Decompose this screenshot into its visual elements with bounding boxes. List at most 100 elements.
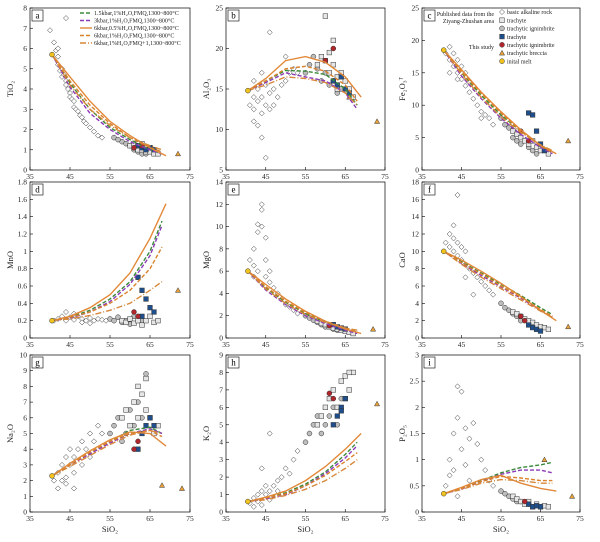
x-axis-label: SiO₂ (297, 524, 313, 534)
study-trachyte-point (139, 287, 145, 293)
x-tick-label: 55 (302, 340, 310, 349)
x-tick-label: 65 (342, 340, 350, 349)
model-curve-1 (51, 220, 163, 322)
basic-alkaline-point (470, 291, 477, 298)
y-tick-label: 4 (23, 445, 27, 454)
y-tick-label: 3 (23, 460, 27, 469)
basic-alkaline-point (454, 414, 461, 421)
basic-alkaline-point (478, 108, 485, 115)
y-tick-label: 2 (415, 316, 419, 325)
panel-letter: f (428, 185, 431, 195)
basic-alkaline-point (450, 235, 457, 242)
model-curve-5 (51, 54, 163, 151)
legend-label-4: 6kbar,1%H₂O,FMQ,1300~800°C (94, 33, 174, 40)
basic-alkaline-point (258, 206, 265, 213)
model-curve-4 (51, 429, 163, 477)
study-trachyte-point (151, 309, 157, 315)
panel-letter: i (428, 358, 431, 368)
published-trachyte-point (143, 375, 149, 382)
y-tick-label: 1 (219, 490, 223, 499)
basic-alkaline-point (63, 15, 69, 22)
basic-alkaline-point (454, 493, 461, 500)
basic-alkaline-point (262, 234, 269, 241)
published-trachyte-point (514, 311, 520, 317)
breccia-point (178, 485, 186, 491)
basic-alkaline-point (246, 257, 253, 263)
x-tick-label: 55 (106, 514, 114, 523)
study-trachyte-point (330, 422, 336, 428)
basic-alkaline-point (474, 274, 481, 281)
published-trachyte-point (139, 391, 145, 397)
basic-alkaline-point (274, 477, 281, 484)
y-tick-label: 1.2 (18, 230, 28, 239)
y-tick-label: 6 (23, 44, 27, 53)
model-curve-3 (443, 474, 557, 495)
model-curve-1 (247, 441, 358, 503)
model-curve-4 (247, 270, 358, 332)
breccia-point (370, 325, 377, 332)
model-curve-1 (443, 250, 553, 316)
basic-alkaline-point (274, 94, 281, 101)
legend-symbol-1 (499, 9, 505, 15)
y-tick-label: 6 (23, 413, 27, 422)
y-tick-label: 1.5 (410, 429, 420, 438)
y-tick-label: 0.6 (18, 282, 28, 291)
published-trachyte-point (322, 13, 328, 19)
x-tick-label: 65 (146, 340, 154, 349)
panel-letter: g (35, 358, 40, 368)
legend-label-5: 6kbar,1%H₂O,FMQ+1,1300~800°C (94, 40, 181, 47)
basic-alkaline-point (262, 482, 269, 489)
basic-alkaline-point (254, 98, 261, 105)
basic-alkaline-point (83, 446, 89, 453)
published-trachyte-point (135, 383, 141, 389)
published-trachyte-point (127, 316, 133, 322)
x-tick-label: 35 (26, 514, 34, 523)
study-ignimbrite-point (135, 313, 141, 320)
panel-letter: a (36, 11, 40, 21)
y-tick-label: 0 (415, 508, 419, 517)
study-trachyte-point (338, 408, 344, 414)
basic-alkaline-point (71, 98, 77, 105)
x-tick-label: 35 (222, 340, 230, 349)
basic-alkaline-point (63, 474, 69, 481)
y-tick-label: 2.5 (410, 377, 420, 386)
published-ignimbrite-point (107, 430, 113, 437)
study-ignimbrite-point (330, 45, 337, 52)
published-ignimbrite-point (115, 314, 121, 320)
study-ignimbrite-point (330, 395, 337, 402)
y-tick-label: 12 (412, 230, 420, 239)
y-tick-label: 1 (415, 455, 419, 464)
basic-alkaline-point (266, 430, 273, 437)
x-tick-label: 55 (106, 340, 114, 349)
y-tick-label: 1.4 (18, 212, 28, 221)
x-tick-label: 45 (262, 514, 270, 523)
basic-alkaline-point (47, 27, 53, 34)
y-tick-label: 10 (20, 351, 28, 360)
y-tick-label: 7 (23, 24, 27, 33)
published-ignimbrite-point (502, 490, 508, 497)
basic-alkaline-point (59, 461, 65, 468)
y-tick-label: 0.8 (18, 264, 28, 273)
legend-symbol-label-3: trachytic ignimbrite (507, 27, 555, 33)
initial-melt-point (245, 87, 251, 94)
y-tick-label: 5 (23, 429, 27, 438)
model-curve-2 (51, 54, 163, 155)
y-axis-label: Fe₂O₃ᵀ (397, 77, 407, 101)
x-tick-label: 65 (342, 514, 350, 523)
model-curve-2 (443, 49, 553, 155)
model-legend: 1.5kbar,1%H₂O,FMQ,1300~800°C3kbar,1%H₂O,… (80, 10, 181, 47)
y-tick-label: 6 (415, 282, 419, 291)
published-trachyte-point (123, 319, 129, 325)
basic-alkaline-point (55, 485, 61, 492)
basic-alkaline-point (446, 231, 453, 237)
basic-alkaline-point (450, 248, 457, 255)
legend-symbol-label-2: trachyte (507, 18, 527, 24)
x-tick-label: 65 (146, 514, 154, 523)
basic-alkaline-point (99, 316, 105, 323)
y-tick-label: 10 (412, 101, 420, 110)
panel-b: 5 10 15 20 25 35 45 55 65 75 Al₂O₃ b (201, 4, 389, 182)
study-trachyte-point (526, 501, 532, 507)
basic-alkaline-point (266, 279, 273, 286)
basic-alkaline-point (71, 316, 77, 323)
